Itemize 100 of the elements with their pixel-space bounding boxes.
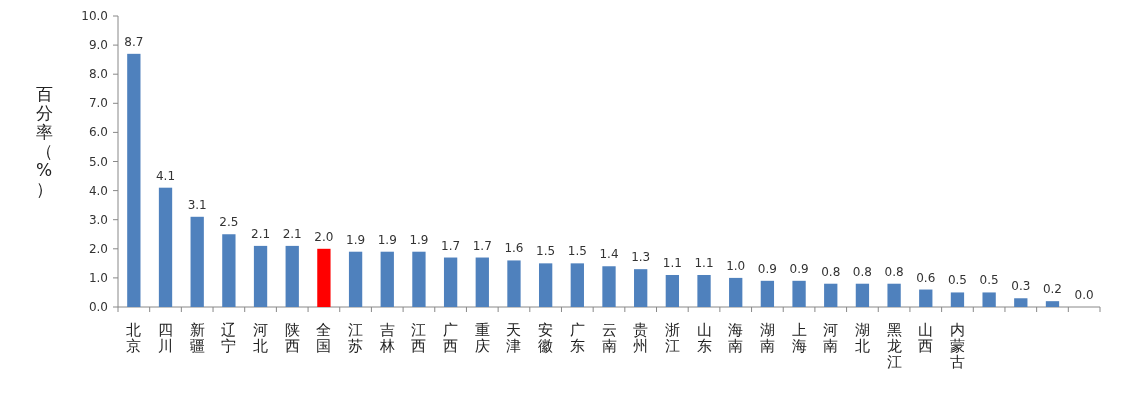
bar [348, 251, 363, 307]
data-label: 1.7 [441, 238, 461, 253]
bar [380, 251, 394, 307]
y-tick-label: 9.0 [88, 38, 108, 53]
data-label: 1.6 [504, 241, 524, 256]
x-tick-label: 四川 [158, 321, 174, 355]
data-label: 2.0 [314, 229, 334, 244]
bar [824, 283, 838, 307]
bar [158, 187, 173, 307]
x-tick-label: 天津 [506, 321, 522, 355]
x-tick-label: 安徽 [538, 321, 554, 355]
x-tick-label: 湖南 [759, 321, 775, 355]
bar [475, 257, 489, 307]
bar [412, 251, 426, 307]
data-label: 0.0 [1074, 288, 1094, 302]
y-tick-label: 6.0 [88, 125, 108, 140]
bar [634, 269, 648, 307]
x-tick-label: 河南 [823, 321, 839, 355]
x-tick-label: 上海 [791, 321, 807, 355]
bar [1045, 301, 1060, 307]
x-tick-label: 内蒙古 [949, 321, 965, 371]
data-label: 0.6 [916, 270, 936, 285]
data-label: 1.1 [662, 255, 682, 270]
x-tick-label: 江西 [411, 321, 427, 355]
data-label: 0.2 [1042, 282, 1063, 297]
x-tick-label: 黑龙江 [886, 321, 902, 371]
data-label: 1.9 [377, 232, 397, 247]
data-label: 1.7 [472, 238, 492, 253]
y-tick-label: 3.0 [88, 212, 108, 227]
y-tick-label: 4.0 [88, 183, 108, 198]
y-tick-label: 2.0 [88, 241, 108, 256]
data-label: 1.0 [726, 258, 746, 273]
x-tick-label: 贵州 [633, 321, 649, 355]
bar [982, 292, 996, 307]
bar [760, 280, 775, 307]
y-tick-label: 8.0 [88, 67, 108, 82]
x-tick-label: 云南 [601, 321, 617, 355]
data-label: 2.1 [282, 226, 302, 241]
x-tick-label: 海南 [728, 321, 744, 355]
data-label: 0.9 [757, 261, 777, 276]
data-label: 0.8 [852, 264, 872, 279]
data-label: 8.7 [124, 34, 144, 49]
y-tick-label: 5.0 [88, 154, 108, 169]
x-tick-label: 北京 [126, 321, 142, 355]
x-tick-label: 吉林 [378, 321, 395, 355]
bar [887, 283, 901, 307]
x-tick-label: 全国 [316, 321, 332, 355]
x-tick-label: 陕西 [284, 321, 300, 355]
bar [443, 257, 458, 307]
bar [507, 260, 521, 307]
bar [729, 277, 743, 307]
bar [190, 216, 204, 307]
x-tick-label: 湖北 [854, 321, 870, 355]
bar [222, 234, 236, 307]
bar [665, 274, 680, 307]
x-tick-label: 浙江 [664, 321, 680, 355]
bar [792, 280, 806, 307]
bar [253, 245, 268, 307]
bar [570, 263, 584, 307]
x-tick-label: 河北 [253, 321, 269, 355]
x-tick-label: 辽宁 [221, 321, 237, 355]
y-tick-label: 0.0 [88, 300, 108, 314]
data-label: 0.8 [821, 264, 841, 279]
bar [285, 245, 299, 307]
data-label: 1.5 [567, 244, 587, 259]
data-label: 0.5 [979, 273, 999, 288]
data-label: 3.1 [187, 197, 207, 212]
y-tick-label: 7.0 [88, 96, 108, 111]
bar [602, 266, 616, 307]
data-label: 2.1 [251, 226, 271, 241]
data-label: 1.1 [694, 255, 714, 270]
data-label: 1.4 [599, 247, 619, 262]
data-label: 1.5 [536, 244, 556, 259]
bar [697, 274, 711, 307]
bar [855, 283, 870, 307]
x-tick-label: 重庆 [474, 321, 490, 355]
x-tick-label: 广西 [443, 321, 459, 355]
data-label: 0.8 [884, 264, 904, 279]
x-tick-label: 广东 [569, 321, 585, 355]
bar [1014, 298, 1028, 307]
data-label: 0.5 [947, 273, 967, 288]
bar [919, 289, 933, 307]
data-label: 1.9 [409, 232, 429, 247]
bar [950, 292, 965, 307]
data-label: 1.9 [346, 232, 366, 247]
x-tick-label: 江苏 [348, 321, 364, 355]
data-label: 1.3 [631, 250, 651, 265]
bar [538, 263, 553, 307]
x-tick-label: 山东 [696, 321, 712, 355]
data-label: 4.1 [155, 168, 176, 183]
bar [127, 53, 141, 307]
x-tick-label: 山西 [918, 321, 934, 355]
data-label: 2.5 [219, 215, 239, 230]
x-tick-label: 新疆 [189, 321, 205, 355]
y-axis-title: 百分率（%） [35, 84, 53, 199]
data-label: 0.9 [789, 261, 809, 276]
y-tick-label: 1.0 [88, 270, 108, 285]
bar [317, 248, 331, 307]
data-label: 0.3 [1011, 279, 1031, 294]
y-tick-label: 10.0 [81, 9, 108, 23]
